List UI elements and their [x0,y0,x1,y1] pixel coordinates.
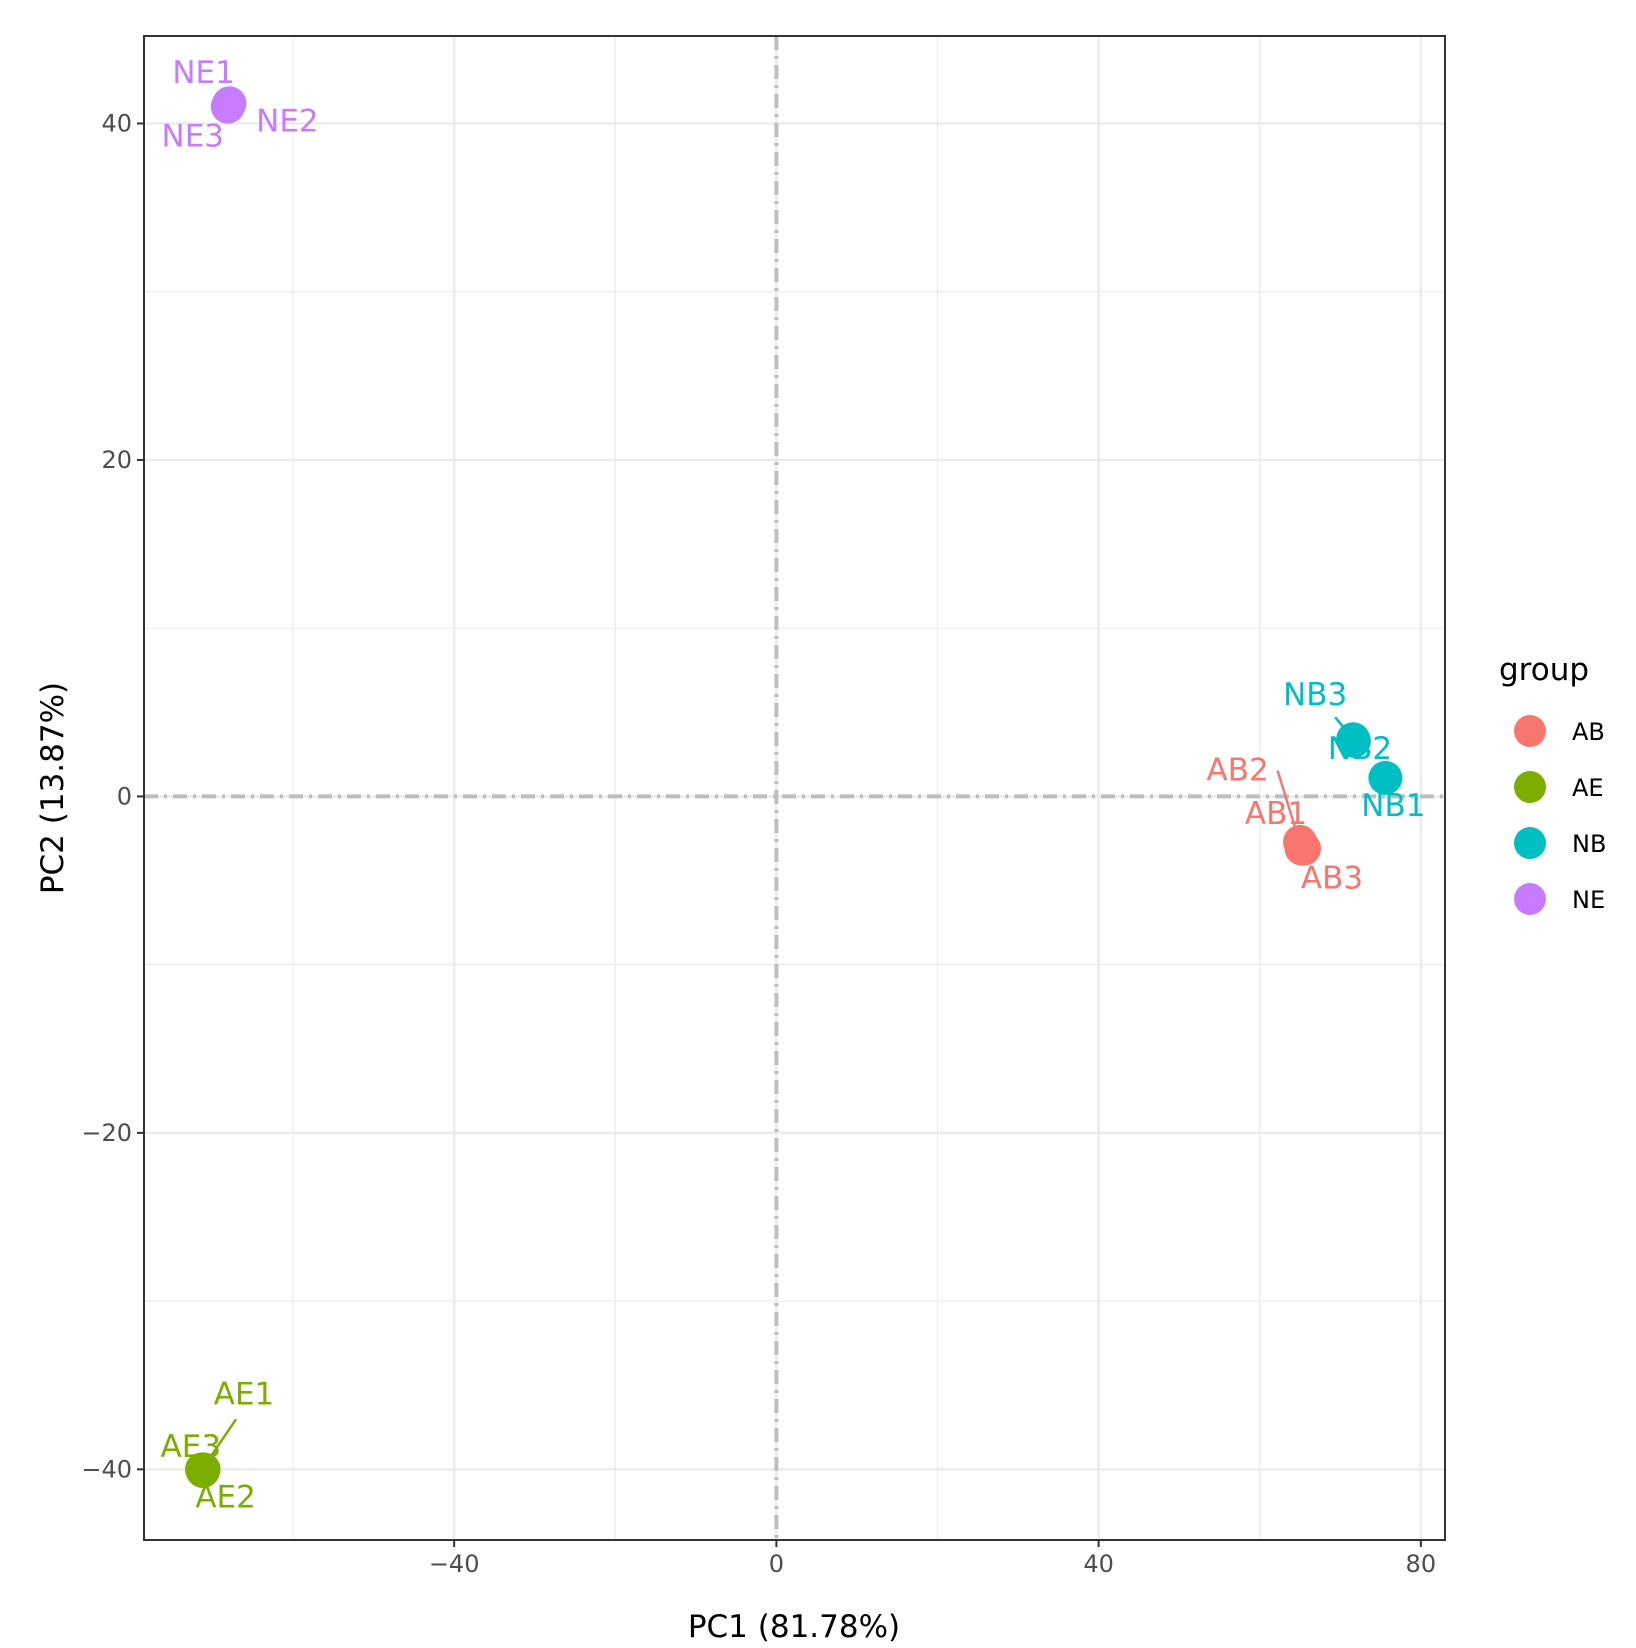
y-tick-label: −20 [81,1119,132,1147]
y-tick-label: −40 [81,1455,132,1483]
plot-panel-border [143,35,1446,1541]
point-label-nb2: NB2 [1328,731,1392,767]
x-tick-label: −40 [429,1550,480,1578]
x-tick-label: 40 [1083,1550,1114,1578]
data-point-ne3 [210,89,245,124]
data-points [185,86,1403,1489]
y-tick-label: 40 [101,109,132,137]
y-axis-ticks: −40 −20 0 20 40 [81,109,144,1483]
point-label-ae1: AE1 [214,1376,275,1412]
grid-minor-lines [144,36,1445,1540]
point-label-ne3: NE3 [162,119,225,155]
legend-label-nb: NB [1572,830,1606,858]
legend-key-ae [1514,771,1546,803]
plot-panel-background [144,36,1445,1540]
data-point-nb3 [1336,722,1371,757]
y-tick-label: 20 [101,446,132,474]
y-axis-title: PC2 (13.87%) [35,682,71,894]
data-point-ae3 [185,1454,220,1489]
x-tick-label: 0 [769,1550,784,1578]
y-tick-label: 0 [117,782,132,810]
legend-label-ne: NE [1572,886,1605,914]
point-label-ae2: AE2 [195,1479,256,1515]
x-axis-title: PC1 (81.78%) [688,1609,900,1645]
legend-key-nb [1514,827,1546,859]
data-point-nb1 [1368,760,1403,795]
legend: group AB AE NB NE [1499,652,1606,915]
legend-label-ae: AE [1572,774,1604,802]
point-label-nb3: NB3 [1283,677,1347,713]
legend-key-ab [1514,715,1546,747]
legend-title: group [1499,652,1589,688]
point-label-ab3: AB3 [1301,861,1363,897]
data-point-labels: AB1 AB2 AB3 AE1 AE2 AE3 NB1 NB2 NB3 NE1 NE2 NE3 [161,55,1426,1515]
point-label-ne1: NE1 [172,55,235,91]
point-label-ab2: AB2 [1207,753,1269,789]
x-tick-label: 80 [1406,1550,1437,1578]
legend-label-ab: AB [1572,718,1605,746]
point-label-ab1: AB1 [1245,796,1307,832]
reference-lines [144,36,1445,1540]
data-point-ab3 [1287,831,1322,866]
legend-key-ne [1514,883,1546,915]
point-label-nb1: NB1 [1361,788,1425,824]
point-label-ne2: NE2 [256,103,319,139]
point-label-ae3: AE3 [161,1429,222,1465]
x-axis-ticks: −40 0 40 80 [429,1540,1436,1578]
